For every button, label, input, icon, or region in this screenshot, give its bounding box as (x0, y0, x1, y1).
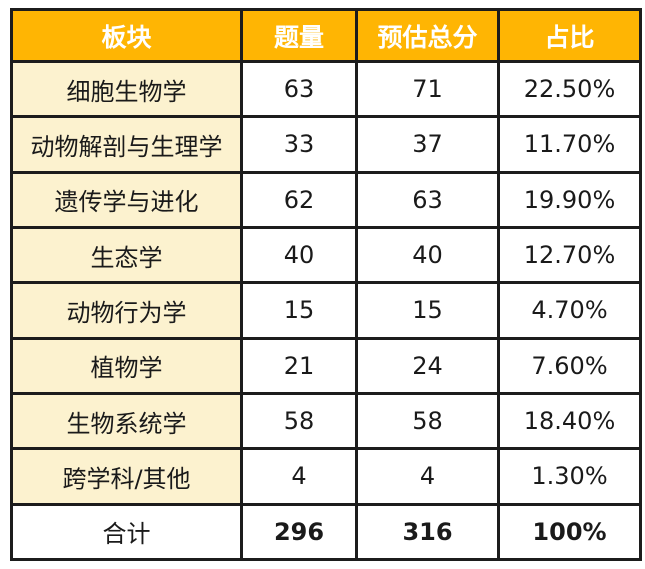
table-row: 植物学 21 24 7.60% (10, 336, 642, 395)
question-count-cell: 40 (240, 225, 358, 285)
table-row: 生态学 40 40 12.70% (10, 225, 642, 285)
header-row: 板块 题量 预估总分 占比 (10, 8, 642, 63)
estimated-score-cell: 4 (355, 447, 500, 506)
question-count-cell: 4 (240, 447, 358, 506)
percentage-cell: 18.40% (497, 391, 642, 451)
question-count-cell: 63 (240, 59, 358, 119)
question-count-cell: 15 (240, 281, 358, 340)
score-distribution-table: 板块 题量 预估总分 占比 细胞生物学 63 71 22.50% 动物解剖与生理学 33 3… (10, 8, 642, 562)
table-row: 细胞生物学 63 71 22.50% (10, 59, 642, 119)
table-row: 跨学科/其他 4 4 1.30% (10, 447, 642, 506)
total-estimated-score-cell: 316 (355, 502, 500, 562)
total-percentage-cell: 100% (497, 502, 642, 562)
estimated-score-cell: 24 (355, 336, 500, 395)
estimated-score-cell: 71 (355, 59, 500, 119)
percentage-cell: 1.30% (497, 447, 642, 506)
column-header-section: 板块 (10, 8, 243, 63)
section-label-cell: 跨学科/其他 (10, 447, 243, 506)
question-count-cell: 62 (240, 170, 358, 229)
estimated-score-cell: 15 (355, 281, 500, 340)
question-count-cell: 33 (240, 115, 358, 174)
table-row: 动物解剖与生理学 33 37 11.70% (10, 115, 642, 174)
estimated-score-cell: 40 (355, 225, 500, 285)
total-row: 合计 296 316 100% (10, 502, 642, 562)
table-body: 细胞生物学 63 71 22.50% 动物解剖与生理学 33 37 11.70% 遗传学与进化 6… (10, 59, 642, 506)
percentage-cell: 4.70% (497, 281, 642, 340)
estimated-score-cell: 37 (355, 115, 500, 174)
section-label-cell: 生物系统学 (10, 391, 243, 451)
total-question-count-cell: 296 (240, 502, 358, 562)
section-label-cell: 遗传学与进化 (10, 170, 243, 229)
table-footer: 合计 296 316 100% (10, 502, 642, 562)
section-label-cell: 生态学 (10, 225, 243, 285)
table-row: 生物系统学 58 58 18.40% (10, 391, 642, 451)
section-label-cell: 细胞生物学 (10, 59, 243, 119)
table-row: 动物行为学 15 15 4.70% (10, 281, 642, 340)
percentage-cell: 11.70% (497, 115, 642, 174)
column-header-estimated-score: 预估总分 (355, 8, 500, 63)
percentage-cell: 12.70% (497, 225, 642, 285)
question-count-cell: 58 (240, 391, 358, 451)
percentage-cell: 22.50% (497, 59, 642, 119)
column-header-percentage: 占比 (497, 8, 642, 63)
column-header-question-count: 题量 (240, 8, 358, 63)
total-label-cell: 合计 (10, 502, 243, 562)
estimated-score-cell: 63 (355, 170, 500, 229)
question-count-cell: 21 (240, 336, 358, 395)
section-label-cell: 动物解剖与生理学 (10, 115, 243, 174)
percentage-cell: 19.90% (497, 170, 642, 229)
table-header: 板块 题量 预估总分 占比 (10, 8, 642, 63)
percentage-cell: 7.60% (497, 336, 642, 395)
section-label-cell: 动物行为学 (10, 281, 243, 340)
section-label-cell: 植物学 (10, 336, 243, 395)
table-row: 遗传学与进化 62 63 19.90% (10, 170, 642, 229)
estimated-score-cell: 58 (355, 391, 500, 451)
